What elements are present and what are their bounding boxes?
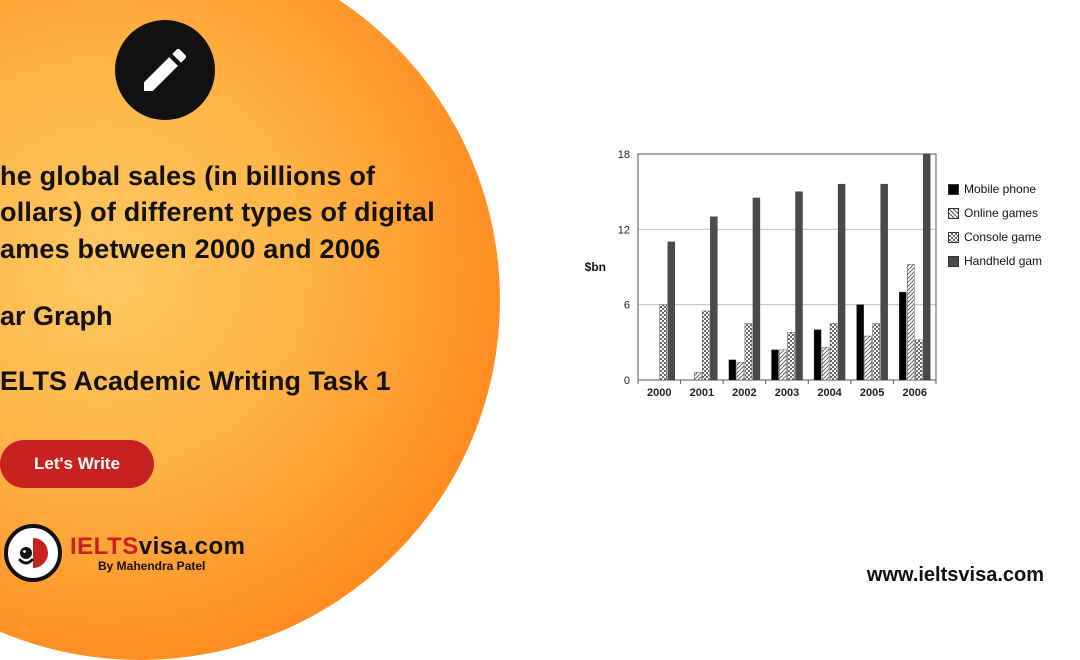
main-title: he global sales (in billions of ollars) … bbox=[0, 158, 440, 267]
svg-text:$bn: $bn bbox=[585, 260, 606, 274]
logo-text: IELTSvisa.com By Mahendra Patel bbox=[70, 533, 245, 573]
svg-text:2002: 2002 bbox=[732, 387, 756, 399]
svg-text:2003: 2003 bbox=[775, 387, 799, 399]
legend-item: Handheld gam bbox=[948, 254, 1056, 268]
pencil-icon bbox=[137, 42, 193, 98]
brand-logo: IELTSvisa.com By Mahendra Patel bbox=[4, 524, 245, 582]
svg-text:2004: 2004 bbox=[817, 387, 842, 399]
task-label: ELTS Academic Writing Task 1 bbox=[0, 366, 440, 397]
legend-item: Console game bbox=[948, 230, 1056, 244]
svg-text:0: 0 bbox=[624, 375, 630, 387]
logo-badge-icon bbox=[4, 524, 62, 582]
website-url: www.ieltsvisa.com bbox=[867, 564, 1044, 587]
graph-type-label: ar Graph bbox=[0, 301, 440, 332]
lets-write-button[interactable]: Let's Write bbox=[0, 440, 154, 488]
svg-text:2000: 2000 bbox=[647, 387, 671, 399]
svg-text:2001: 2001 bbox=[690, 387, 714, 399]
pencil-icon-badge bbox=[115, 20, 215, 120]
heading-block: he global sales (in billions of ollars) … bbox=[0, 158, 440, 397]
svg-text:2005: 2005 bbox=[860, 387, 884, 399]
svg-text:6: 6 bbox=[624, 300, 630, 312]
legend-item: Mobile phone bbox=[948, 182, 1056, 196]
bar-chart: 0 6 12 18 $bn 2000 2001 2002 2003 2004 2005 2006 Mo… bbox=[576, 146, 1056, 426]
chart-legend: Mobile phone Online games Console game Hand… bbox=[948, 182, 1056, 278]
svg-text:18: 18 bbox=[618, 149, 630, 161]
svg-text:2006: 2006 bbox=[902, 387, 926, 399]
legend-item: Online games bbox=[948, 206, 1056, 220]
svg-text:12: 12 bbox=[618, 224, 630, 236]
